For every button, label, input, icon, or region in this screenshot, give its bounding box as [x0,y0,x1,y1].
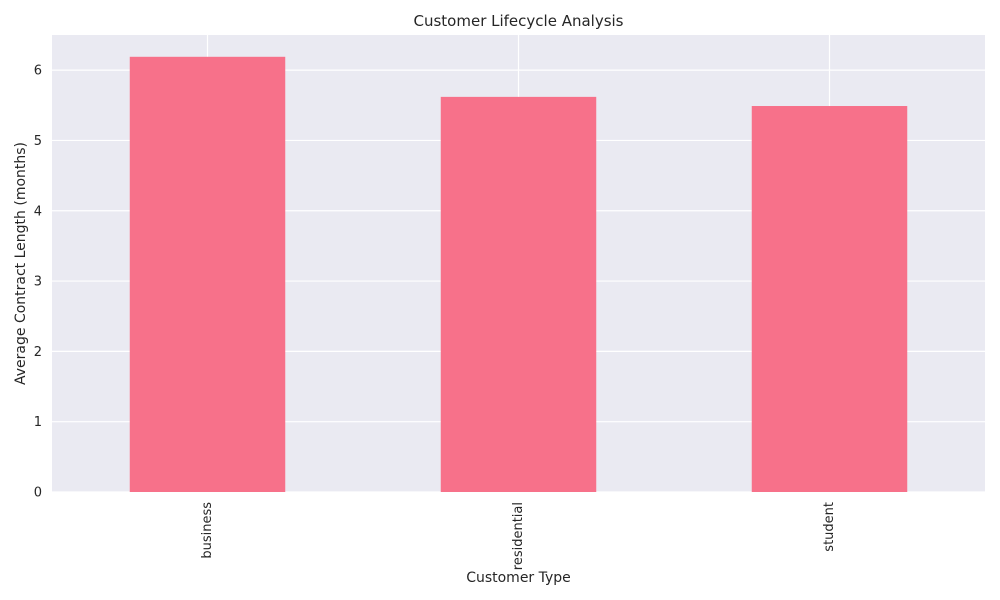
y-tick-label: 0 [34,486,42,501]
x-tick-label: student [822,502,837,552]
x-tick-labels: business residential student [200,502,837,570]
bar-student [751,106,908,492]
x-axis-title: Customer Type [466,570,571,586]
x-tick-label: business [200,502,215,559]
y-tick-label: 1 [34,415,42,430]
y-tick-label: 5 [34,134,42,149]
y-tick-label: 3 [34,275,42,290]
y-axis-title: Average Contract Length (months) [13,142,29,385]
bar-residential [440,96,597,493]
bar-business [129,56,286,493]
x-tick-label: residential [511,502,526,570]
y-tick-label: 4 [34,204,42,219]
y-tick-labels: 0 1 2 3 4 5 6 [34,64,42,501]
y-tick-label: 2 [34,345,42,360]
y-tick-label: 6 [34,64,42,79]
chart-title: Customer Lifecycle Analysis [414,12,624,30]
bars [129,56,908,493]
